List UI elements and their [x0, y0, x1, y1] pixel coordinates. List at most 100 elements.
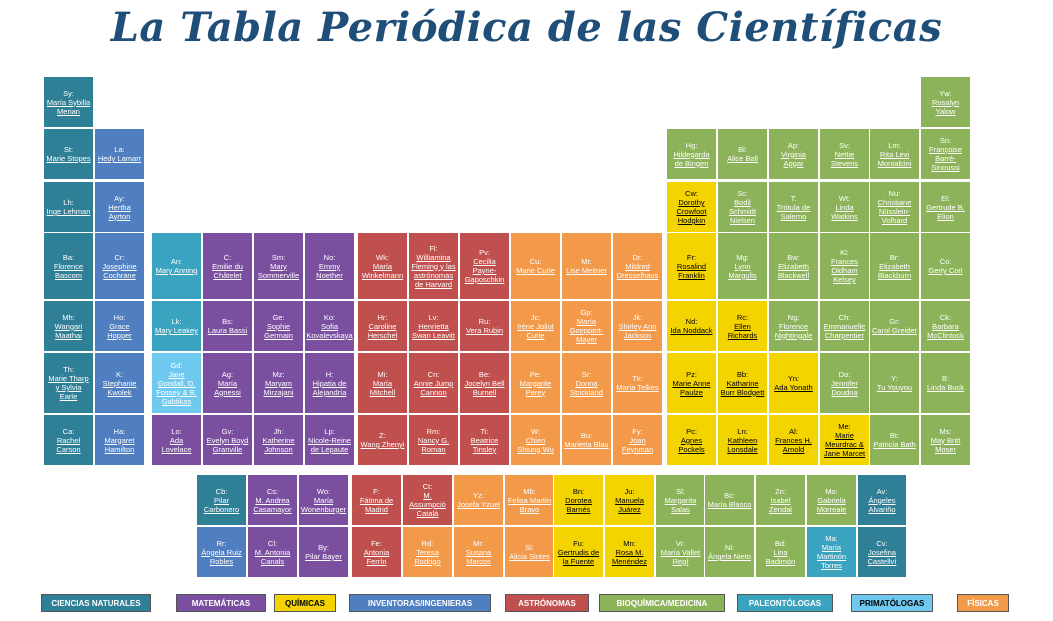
scientist-name-link[interactable]: Ada Lovelace [161, 435, 192, 454]
element-cell[interactable]: B: Linda Buck [920, 352, 971, 414]
element-cell[interactable]: Rc: Ellen Richards [717, 300, 768, 352]
scientist-name-link[interactable]: Josefa Yzuel [457, 500, 500, 509]
element-cell[interactable]: No: Emmy Noether [304, 232, 355, 300]
element-cell[interactable]: Be: Jocelyn Bell Burnell [459, 352, 510, 414]
element-cell[interactable]: Ni: Ángela Nieto [704, 526, 755, 578]
scientist-name-link[interactable]: Teresa Rodrigo [414, 547, 441, 566]
scientist-name-link[interactable]: Fátima de Madrid [359, 495, 394, 514]
scientist-name-link[interactable]: Maryam Mirzajani [263, 378, 294, 397]
element-cell[interactable]: Nu: Christiane Nüsslein-Volhard [869, 181, 920, 233]
element-cell[interactable]: Sm: Mary Sommerville [253, 232, 304, 300]
element-cell[interactable]: Gr: Carol Greider [869, 300, 920, 352]
scientist-name-link[interactable]: Françoise Barré-Sinoussi [929, 145, 962, 172]
scientist-name-link[interactable]: Hipatia de Alejandría [312, 378, 347, 397]
scientist-name-link[interactable]: Marie Anne Paulze [672, 378, 711, 397]
element-cell[interactable]: Bb: Katharine Burr Blodgett [717, 352, 768, 414]
scientist-name-link[interactable]: Cecilia Payne-Gaposchkin [464, 257, 505, 284]
scientist-name-link[interactable]: Florence Nightingale [774, 321, 813, 340]
scientist-name-link[interactable]: Grace Hopper [107, 321, 132, 340]
element-cell[interactable]: Wo: María Wonenburger [298, 474, 349, 526]
element-cell[interactable]: Mo: Gabriela Morreale [806, 474, 857, 526]
scientist-name-link[interactable]: Carol Greider [872, 326, 918, 335]
scientist-name-link[interactable]: Stephanie Kwolek [102, 378, 137, 397]
scientist-name-link[interactable]: Alicia Sintes [509, 552, 550, 561]
element-cell[interactable]: Ju: Manuela Juárez [604, 474, 655, 526]
element-cell[interactable]: Kl: Frances Oldham Kelsey [819, 232, 870, 300]
element-cell[interactable]: Hr: Caroline Herschel [357, 300, 408, 352]
element-cell[interactable]: El: Gertrude B. Elion [920, 181, 971, 233]
element-cell[interactable]: Cs: M. Andrea Casamayor [247, 474, 298, 526]
element-cell[interactable]: Sr: Donna Strickland [561, 352, 612, 414]
element-cell[interactable]: Zn: Isabel Zendal [755, 474, 806, 526]
scientist-name-link[interactable]: Gabriela Morreale [816, 495, 847, 514]
scientist-name-link[interactable]: María Sybilla Merian [46, 97, 91, 116]
element-cell[interactable]: Sn: Françoise Barré-Sinoussi [920, 128, 971, 180]
scientist-name-link[interactable]: Caroline Herschel [367, 321, 398, 340]
element-cell[interactable]: Hg: Hildegarda de Bingen [666, 128, 717, 180]
scientist-name-link[interactable]: Nettie Stevens [830, 149, 859, 168]
element-cell[interactable]: Do: Jennifer Doudna [819, 352, 870, 414]
element-cell[interactable]: Bn: Dorotea Barnés [553, 474, 604, 526]
scientist-name-link[interactable]: Gertrude B. Elion [926, 202, 965, 221]
element-cell[interactable]: Jk: Shirley Ann Jackson [612, 300, 663, 352]
scientist-name-link[interactable]: Lise Meitner [566, 266, 607, 275]
element-cell[interactable]: Cv: Josefina Castellví [857, 526, 907, 578]
scientist-name-link[interactable]: Dorotea Barnés [565, 495, 592, 514]
element-cell[interactable]: Cb: Pilar Carbonero [196, 474, 247, 526]
element-cell[interactable]: Z: Wang Zhenyi [357, 414, 408, 466]
element-cell[interactable]: Bc: María Blasco [704, 474, 755, 526]
scientist-name-link[interactable]: María Vallet Regí [660, 547, 701, 566]
element-cell[interactable]: Jc: Irène Joliot Curie [510, 300, 561, 352]
element-cell[interactable]: Ru: Vera Rubin [459, 300, 510, 352]
scientist-name-link[interactable]: Marietta Blau [564, 440, 609, 449]
scientist-name-link[interactable]: Kathleen Lonsdale [727, 435, 758, 454]
scientist-name-link[interactable]: Marie Tharp y Sylvia Earle [48, 374, 89, 401]
scientist-name-link[interactable]: Ellen Richards [727, 321, 758, 340]
element-cell[interactable]: Ng: Florence Nightingale [768, 300, 819, 352]
scientist-name-link[interactable]: Josephine Cochrane [102, 261, 137, 280]
scientist-name-link[interactable]: Pilar Carbonero [203, 495, 240, 514]
scientist-name-link[interactable]: May Britt Moser [930, 435, 961, 454]
scientist-name-link[interactable]: Christiane Nüsslein-Volhard [877, 198, 912, 225]
element-cell[interactable]: Av: Ángeles Alvariño [857, 474, 907, 526]
scientist-name-link[interactable]: Tu Youyou [876, 383, 913, 392]
element-cell[interactable]: Ch: Emmanuelle Charpentier [819, 300, 870, 352]
element-cell[interactable]: Mt: Lise Meitner [561, 232, 612, 300]
scientist-name-link[interactable]: Emmy Noether [316, 261, 343, 280]
scientist-name-link[interactable]: Rita Levi Montalcini [877, 149, 912, 168]
element-cell[interactable]: T: Trótula de Salerno [768, 181, 819, 233]
scientist-name-link[interactable]: Agnes Pockels [678, 435, 705, 454]
element-cell[interactable]: Al: Frances H. Arnold [768, 414, 819, 466]
element-cell[interactable]: Ay: Hertha Ayrton [94, 181, 145, 233]
scientist-name-link[interactable]: Susana Marcos [465, 547, 492, 566]
scientist-name-link[interactable]: Jennifer Doudna [831, 378, 858, 397]
element-cell[interactable]: Me: Marie Meurdrac & Jane Marcet [819, 414, 870, 466]
element-cell[interactable]: Jh: Katherine Johnson [253, 414, 304, 466]
scientist-name-link[interactable]: Wang Zhenyi [360, 440, 405, 449]
element-cell[interactable]: F: Fátima de Madrid [351, 474, 402, 526]
scientist-name-link[interactable]: Marie Meurdrac & Jane Marcet [823, 431, 866, 458]
scientist-name-link[interactable]: Sofia Kovalevskaya [306, 321, 353, 340]
element-cell[interactable]: Cl: M. Antonia Canals [247, 526, 298, 578]
scientist-name-link[interactable]: Vera Rubin [465, 326, 504, 335]
scientist-name-link[interactable]: Manuela Juárez [615, 495, 644, 514]
element-cell[interactable]: Ct: M. Assumpció Catalá [402, 474, 453, 526]
element-cell[interactable]: Bl: Alice Ball [717, 128, 768, 180]
element-cell[interactable]: Br: Elizabeth Blackburn [869, 232, 920, 300]
element-cell[interactable]: Pz: Marie Anne Paulze [666, 352, 717, 414]
element-cell[interactable]: Sl: Margarita Salas [655, 474, 706, 526]
scientist-name-link[interactable]: Margarita Salas [664, 495, 697, 514]
scientist-name-link[interactable]: Florence Bascom [53, 261, 84, 280]
element-cell[interactable]: Ms: May Britt Moser [920, 414, 971, 466]
scientist-name-link[interactable]: María Mitchell [369, 378, 396, 397]
scientist-name-link[interactable]: Ángela Nieto [708, 552, 751, 561]
element-cell[interactable]: Cn: Annie Jump Cannon [408, 352, 459, 414]
element-cell[interactable]: Mg: Lynn Margulis [717, 232, 768, 300]
scientist-name-link[interactable]: Isabel Zendal [769, 495, 792, 514]
scientist-name-link[interactable]: Virginia Apgar [781, 149, 806, 168]
scientist-name-link[interactable]: Linda Buck [926, 383, 965, 392]
element-cell[interactable]: Cw: Dorothy Crowfoot Hodgkin [666, 181, 717, 233]
scientist-name-link[interactable]: Laura Bassi [207, 326, 248, 335]
scientist-name-link[interactable]: Marie Stopes [46, 154, 91, 163]
scientist-name-link[interactable]: Gertrudis de la Fuente [557, 547, 600, 566]
